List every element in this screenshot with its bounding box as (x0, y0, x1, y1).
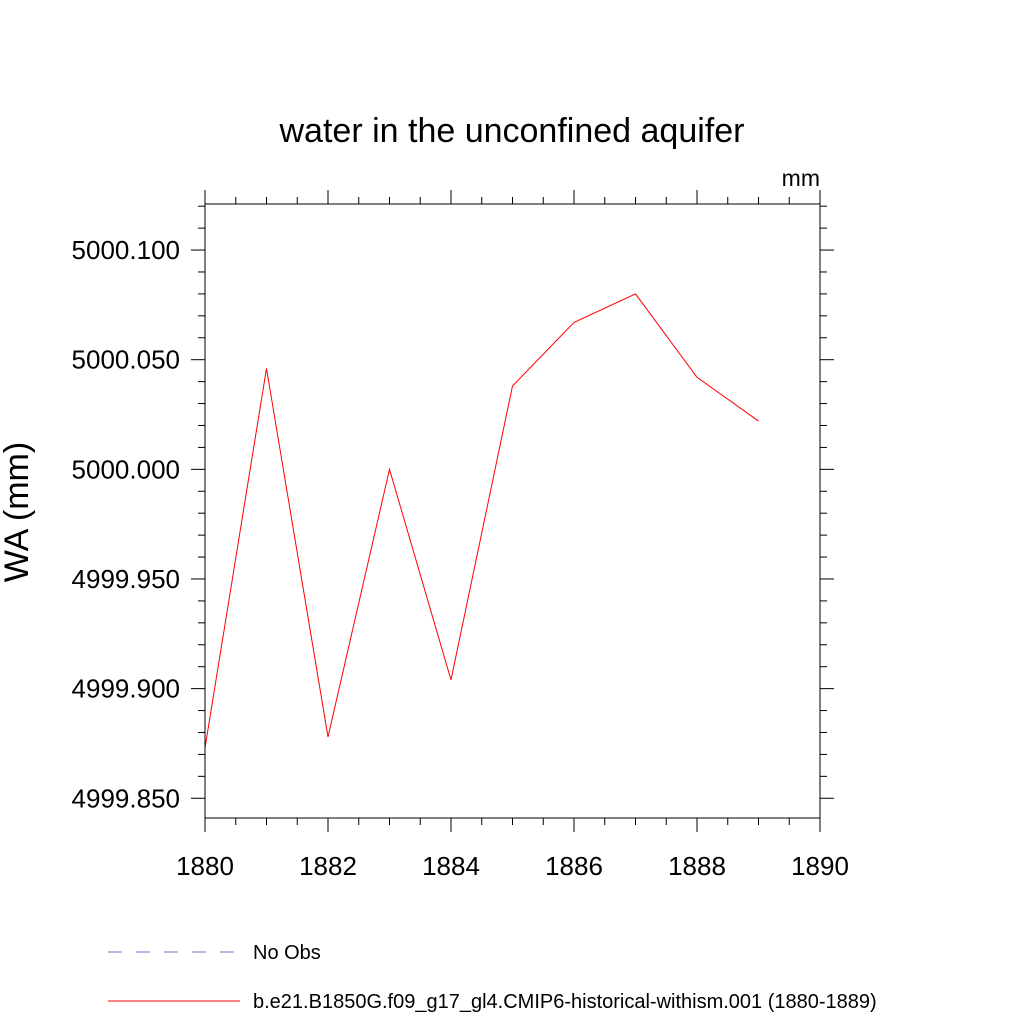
x-tick-label: 1884 (422, 851, 480, 881)
series-line (204, 293, 759, 748)
series-lines (204, 293, 759, 748)
x-tick-label: 1890 (791, 851, 849, 881)
plot-frame (204, 203, 821, 819)
x-tick-label: 1882 (299, 851, 357, 881)
axis-ticks (191, 190, 834, 832)
y-tick-label: 4999.900 (72, 674, 180, 704)
legend-label: b.e21.B1850G.f09_g17_gl4.CMIP6-historica… (253, 991, 877, 1013)
x-tick-label: 1888 (668, 851, 726, 881)
x-tick-label: 1880 (176, 851, 234, 881)
y-tick-label: 5000.050 (72, 345, 180, 375)
units-label: mm (782, 165, 820, 191)
y-tick-label: 4999.950 (72, 564, 180, 594)
x-tick-label: 1886 (545, 851, 603, 881)
legend: No Obs b.e21.B1850G.f09_g17_gl4.CMIP6-his… (108, 942, 877, 1013)
chart-title: water in the unconfined aquifer (279, 112, 745, 150)
y-tick-label: 5000.100 (72, 235, 180, 265)
y-axis-label: WA (mm) (0, 442, 36, 582)
y-tick-label: 5000.000 (72, 454, 180, 484)
y-tick-label: 4999.850 (72, 783, 180, 813)
x-tick-labels: 1880 1882 1884 1886 1888 1890 (176, 851, 849, 881)
legend-label: No Obs (253, 942, 321, 964)
y-tick-labels: 4999.850 4999.900 4999.950 5000.000 5000.050… (72, 235, 180, 813)
